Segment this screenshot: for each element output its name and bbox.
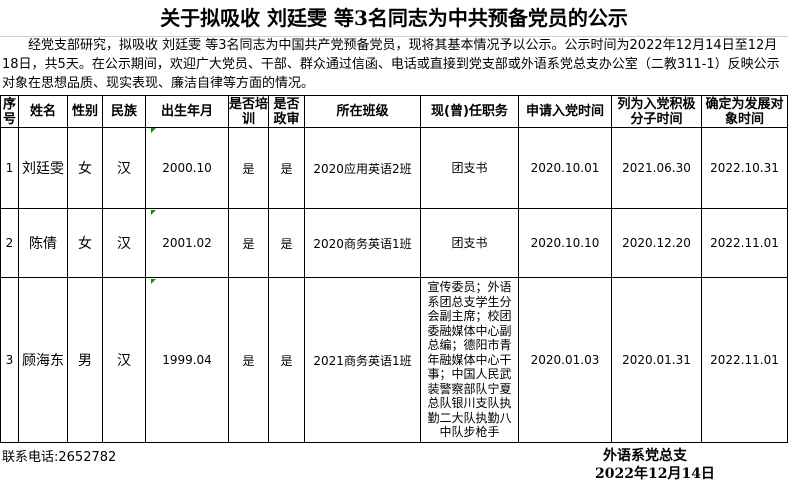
- table-cell[interactable]: 2021.06.30: [611, 127, 702, 209]
- column-header: 序号: [0, 95, 19, 128]
- cell-comment-marker: [151, 279, 156, 284]
- table-cell[interactable]: 汉: [102, 208, 146, 278]
- table-cell[interactable]: 顾海东: [18, 277, 68, 443]
- table-cell[interactable]: 汉: [102, 277, 146, 443]
- table-cell[interactable]: 是: [228, 277, 269, 443]
- table-cell[interactable]: 汉: [102, 127, 146, 209]
- table-cell[interactable]: 2: [0, 208, 19, 278]
- column-header: 确定为发展对象时间: [701, 95, 788, 128]
- table-cell[interactable]: 女: [67, 208, 103, 278]
- table-cell[interactable]: 2020.10.10: [518, 208, 612, 278]
- table-cell[interactable]: 是: [228, 208, 269, 278]
- column-header: 申请入党时间: [518, 95, 612, 128]
- organization-signature: 外语系党总支: [603, 448, 687, 464]
- candidates-table: 序号 姓名 性别 民族 出生年月 是否培训 是否政审 所在班级 现(曾)任职务 申请入党时间 列为入…: [0, 95, 788, 443]
- table-cell[interactable]: 刘廷雯: [18, 127, 68, 209]
- table-cell[interactable]: 2022.11.01: [701, 208, 788, 278]
- table-cell[interactable]: 是: [268, 208, 305, 278]
- table-cell[interactable]: 女: [67, 127, 103, 209]
- table-row: 2 陈倩女汉 2001.02 是是 2020商务英语1班 团支书 2020.10.10 202…: [0, 208, 788, 278]
- column-header: 民族: [102, 95, 146, 128]
- table-cell[interactable]: 团支书: [420, 127, 519, 209]
- table-cell[interactable]: 2020.01.31: [611, 277, 702, 443]
- column-header: 姓名: [18, 95, 68, 128]
- cell-comment-marker: [151, 210, 156, 215]
- table-cell[interactable]: 3: [0, 277, 19, 443]
- table-cell[interactable]: 2021商务英语1班: [304, 277, 421, 443]
- cell-comment-marker: [151, 128, 156, 133]
- table-cell[interactable]: 2000.10: [145, 127, 229, 209]
- table-cell[interactable]: 是: [228, 127, 269, 209]
- table-row: 1 刘廷雯女汉 2000.10 是是 2020应用英语2班 团支书 2020.10.01 20…: [0, 127, 788, 209]
- table-cell[interactable]: 1: [0, 127, 19, 209]
- table-cell[interactable]: 是: [268, 277, 305, 443]
- column-header: 现(曾)任职务: [420, 95, 519, 128]
- table-cell[interactable]: 2020.01.03: [518, 277, 612, 443]
- column-header: 性别: [67, 95, 103, 128]
- table-cell[interactable]: 陈倩: [18, 208, 68, 278]
- table-cell[interactable]: 宣传委员；外语系团总支学生分会副主席；校团委融媒体中心副总编；德阳市青年融媒体中…: [420, 277, 519, 443]
- table-cell[interactable]: 男: [67, 277, 103, 443]
- table-cell[interactable]: 2020.12.20: [611, 208, 702, 278]
- page-title: 关于拟吸收 刘廷雯 等3名同志为中共预备党员的公示: [0, 0, 788, 37]
- table-row: 3 顾海东男汉 1999.04 是是 2021商务英语1班 宣传委员；外语系团总支学生分会…: [0, 277, 788, 443]
- table-cell[interactable]: 团支书: [420, 208, 519, 278]
- contact-phone: 联系电话:2652782: [2, 450, 117, 465]
- table-header-row: 序号 姓名 性别 民族 出生年月 是否培训 是否政审 所在班级 现(曾)任职务 申请入党时间 列为入…: [0, 95, 788, 128]
- intro-paragraph: 经党支部研究，拟吸收 刘廷雯 等3名同志为中国共产党预备党员，现将其基本情况予以…: [2, 38, 780, 91]
- table-cell[interactable]: 2020商务英语1班: [304, 208, 421, 278]
- column-header: 所在班级: [304, 95, 421, 128]
- table-cell[interactable]: 2001.02: [145, 208, 229, 278]
- table-cell[interactable]: 2020应用英语2班: [304, 127, 421, 209]
- column-header: 是否政审: [268, 95, 305, 128]
- table-cell[interactable]: 2022.10.31: [701, 127, 788, 209]
- table-cell[interactable]: 2020.10.01: [518, 127, 612, 209]
- table-cell[interactable]: 2022.11.01: [701, 277, 788, 443]
- column-header: 列为入党积极分子时间: [611, 95, 702, 128]
- column-header: 出生年月: [145, 95, 229, 128]
- table-cell[interactable]: 是: [268, 127, 305, 209]
- table-cell[interactable]: 1999.04: [145, 277, 229, 443]
- column-header: 是否培训: [228, 95, 269, 128]
- signature-date: 2022年12月14日: [595, 466, 715, 481]
